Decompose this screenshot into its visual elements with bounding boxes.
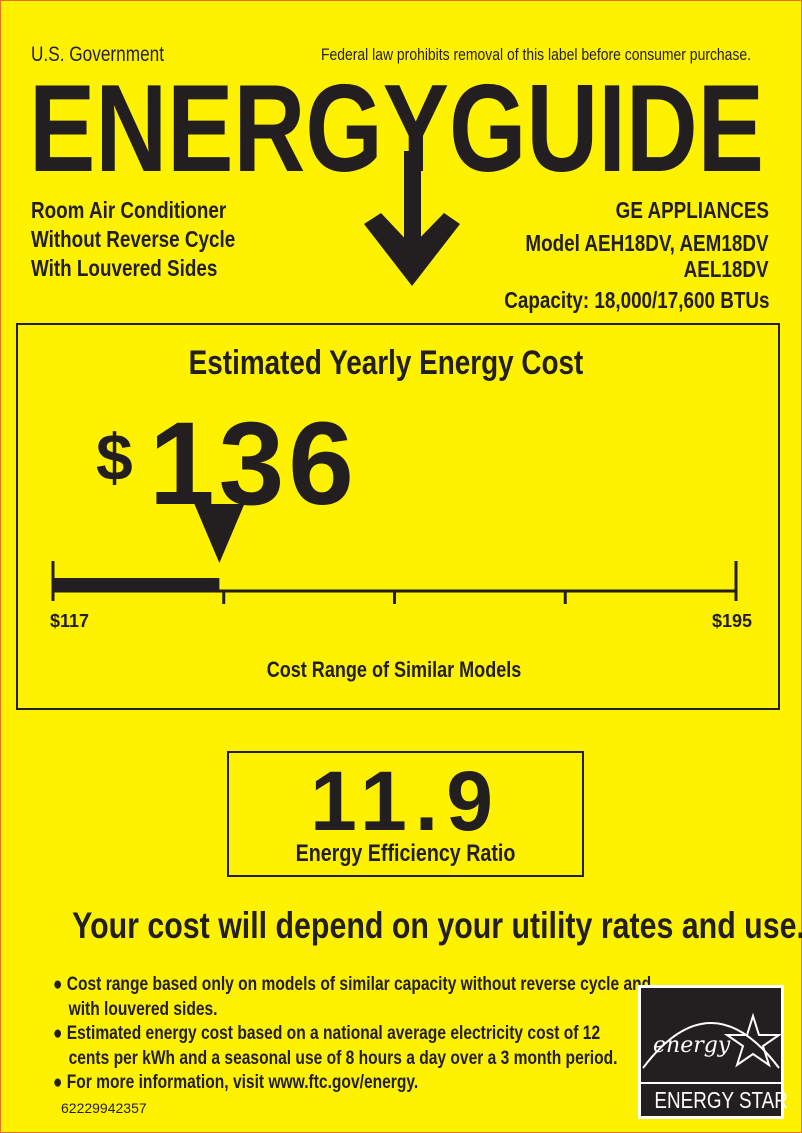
cost-bar xyxy=(53,578,220,591)
energy-star-caption-box: ENERGY STAR xyxy=(641,1084,788,1116)
manufacturer: GE APPLIANCES xyxy=(615,197,769,223)
bullet-icon: ● xyxy=(53,1023,67,1044)
product-type-line: Without Reverse Cycle xyxy=(31,226,236,252)
energy-star-logo: energy ENERGY STAR xyxy=(638,985,788,1119)
note-item: ● Estimated energy cost based on a natio… xyxy=(53,1023,601,1044)
capacity: Capacity: 18,000/17,600 BTUs xyxy=(503,287,769,313)
cost-amount: 136 xyxy=(149,398,358,530)
energy-star-caption: ENERGY STAR xyxy=(654,1087,788,1113)
product-type: Room Air Conditioner Without Reverse Cyc… xyxy=(31,196,235,283)
note-item: ● For more information, visit www.ftc.go… xyxy=(53,1072,419,1093)
note-item-cont: with louvered sides. xyxy=(68,998,218,1020)
cost-title: Estimated Yearly Energy Cost xyxy=(188,344,584,382)
bullet-icon: ● xyxy=(53,974,67,995)
cost-pointer-icon xyxy=(194,504,245,563)
cost-currency: $ xyxy=(96,420,133,494)
energyguide-title: ENERGYGUIDE xyxy=(29,60,764,198)
range-max-label: $195 xyxy=(712,611,753,631)
energyguide-logo: ENERGYGUIDE xyxy=(29,60,764,286)
label-number: 62229942357 xyxy=(61,1100,147,1116)
svg-text:energy: energy xyxy=(653,1033,731,1058)
energy-star-icon: energy xyxy=(642,1012,781,1069)
efficiency-label: Energy Efficiency Ratio xyxy=(295,840,516,867)
model-numbers: Model AEH18DV, AEM18DV xyxy=(525,230,769,256)
disclaimer: Your cost will depend on your utility ra… xyxy=(72,905,802,946)
note-item-cont: cents per kWh and a seasonal use of 8 ho… xyxy=(68,1047,618,1069)
note-item: ● Cost range based only on models of sim… xyxy=(53,974,652,995)
efficiency-value: 11.9 xyxy=(310,754,501,848)
product-type-line: Room Air Conditioner xyxy=(31,197,227,223)
range-min-label: $117 xyxy=(50,611,90,631)
cost-box xyxy=(16,323,780,710)
government-label: U.S. Government xyxy=(31,43,165,66)
federal-notice: Federal law prohibits removal of this la… xyxy=(321,45,752,64)
range-caption: Cost Range of Similar Models xyxy=(266,657,522,682)
efficiency-box xyxy=(227,751,584,877)
product-type-line: With Louvered Sides xyxy=(31,255,218,281)
model-numbers-cont: AEL18DV xyxy=(684,256,769,282)
cost-range-scale xyxy=(51,504,738,604)
bullet-icon: ● xyxy=(53,1072,67,1093)
energy-star-mark: energy xyxy=(641,988,781,1082)
notes-list: ● Cost range based only on models of sim… xyxy=(53,973,651,1096)
down-arrow-icon xyxy=(364,151,460,286)
